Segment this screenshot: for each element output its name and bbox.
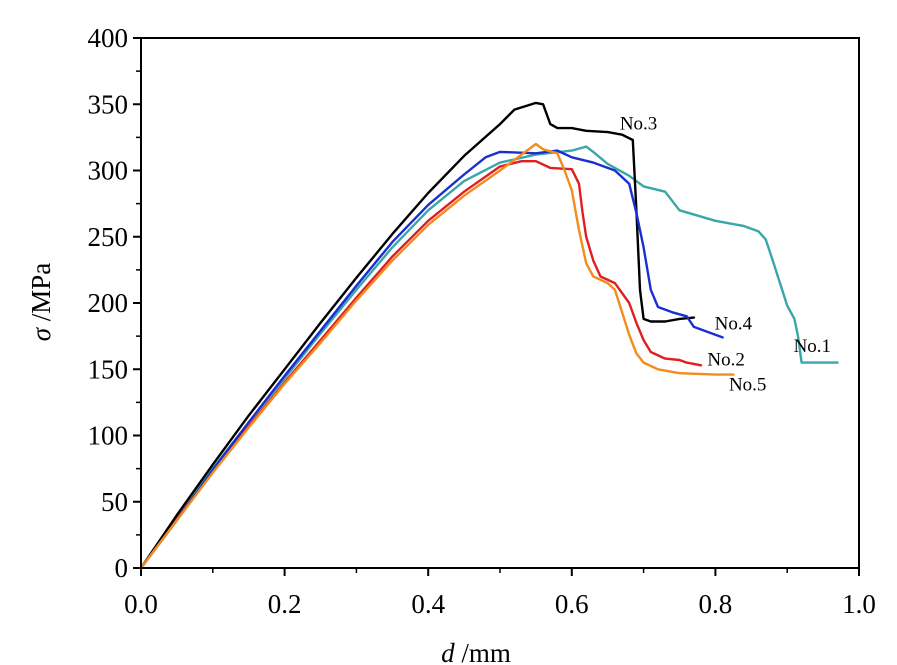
y-tick-label: 50 bbox=[101, 487, 128, 517]
x-axis-unit: /mm bbox=[461, 638, 511, 665]
x-tick-label: 0.0 bbox=[124, 589, 158, 619]
y-axis-var: σ bbox=[26, 326, 56, 341]
series-line-no5 bbox=[139, 142, 735, 570]
y-tick-label: 0 bbox=[115, 553, 129, 583]
series-line-no2 bbox=[139, 159, 703, 570]
series-line-no1 bbox=[139, 145, 839, 570]
y-tick-labels: 0 50 100 150 200 250 300 350 400 bbox=[88, 23, 129, 583]
x-tick-label: 0.6 bbox=[555, 589, 589, 619]
y-axis-title: σ /MPa bbox=[26, 263, 56, 342]
x-tick-label: 1.0 bbox=[842, 589, 876, 619]
y-tick-label: 400 bbox=[88, 23, 129, 53]
series-labels: No.1 No.2 No.3 No.4 No.5 bbox=[620, 113, 831, 395]
y-tick-label: 100 bbox=[88, 421, 129, 451]
series-label-no2: No.2 bbox=[707, 349, 744, 370]
series-label-no4: No.4 bbox=[715, 314, 753, 335]
y-tick-label: 250 bbox=[88, 222, 129, 252]
x-tick-label: 0.8 bbox=[699, 589, 733, 619]
y-tick-label: 200 bbox=[88, 288, 129, 318]
y-tick-label: 300 bbox=[88, 156, 129, 186]
series-line-no4 bbox=[139, 149, 724, 570]
plot-frame bbox=[140, 37, 860, 569]
series-label-no1: No.1 bbox=[794, 336, 831, 357]
x-axis-title: d /mm bbox=[441, 638, 511, 665]
series-line-no3 bbox=[139, 101, 696, 570]
axis-ticks bbox=[133, 37, 860, 576]
x-tick-label: 0.2 bbox=[268, 589, 302, 619]
y-tick-label: 150 bbox=[88, 354, 129, 384]
series-lines bbox=[139, 101, 839, 570]
y-axis-unit: /MPa bbox=[26, 263, 56, 322]
x-axis-var: d bbox=[441, 638, 455, 665]
x-tick-labels: 0.0 0.2 0.4 0.6 0.8 1.0 bbox=[124, 589, 876, 619]
series-label-no3: No.3 bbox=[620, 113, 657, 134]
y-tick-label: 350 bbox=[88, 89, 129, 119]
x-tick-label: 0.4 bbox=[411, 589, 445, 619]
series-label-no5: No.5 bbox=[729, 374, 766, 395]
